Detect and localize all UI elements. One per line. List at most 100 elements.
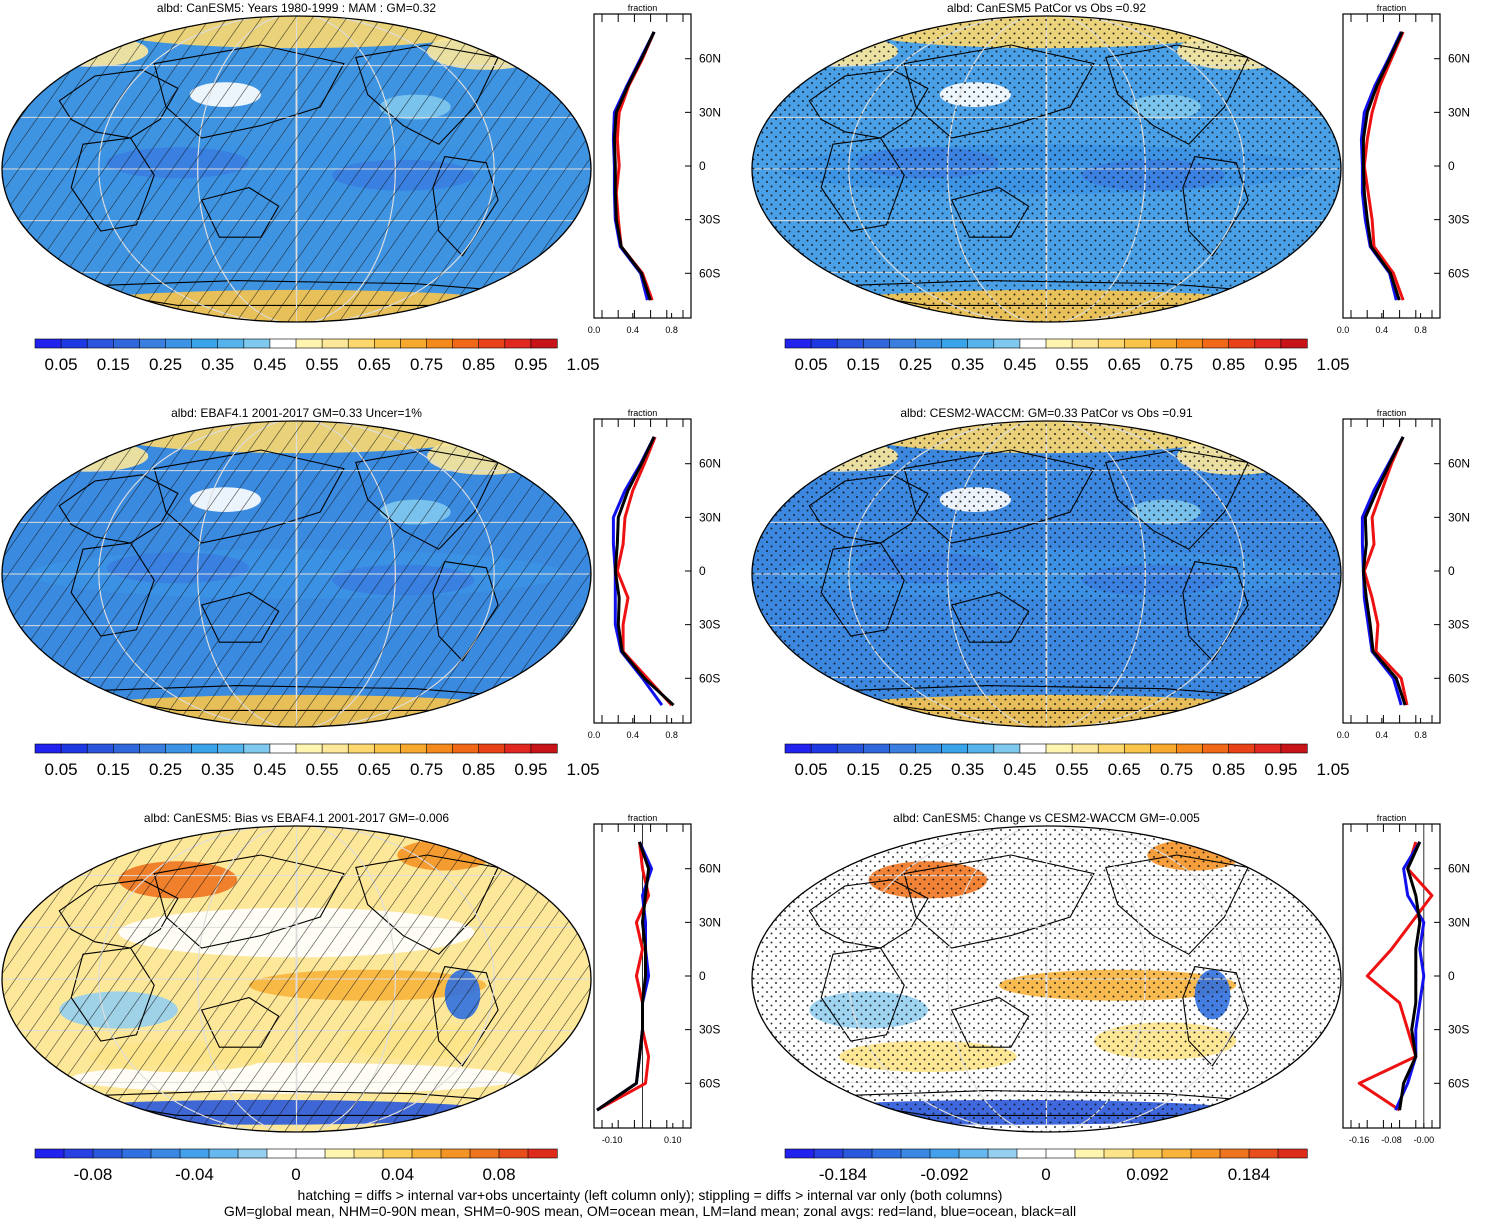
colorbar-swatch <box>237 1148 268 1159</box>
colorbar-label: 0.85 <box>1212 760 1245 779</box>
colorbar-swatch <box>60 338 88 349</box>
colorbar-label: 0.25 <box>149 355 182 374</box>
colorbar-label: 0.45 <box>253 355 286 374</box>
colorbar-swatch <box>842 1148 873 1159</box>
stippling-overlay <box>752 16 1341 322</box>
colorbar-label: 0.55 <box>1056 355 1089 374</box>
colorbar-swatch <box>871 1148 902 1159</box>
colorbar-label: 0.05 <box>45 355 78 374</box>
zonal-x-label: 0.4 <box>627 325 640 335</box>
zonal-x-label: -0.08 <box>1381 1135 1402 1145</box>
map-border <box>751 825 1342 1133</box>
colorbar-swatch <box>1190 1148 1221 1159</box>
colorbar-swatch <box>1228 338 1256 349</box>
colorbar-swatch <box>217 743 245 754</box>
colorbar-swatch <box>1202 338 1230 349</box>
zonal-lat-label: 60S <box>1448 266 1469 280</box>
colorbar-label: 0.45 <box>1003 760 1036 779</box>
colorbar-swatch <box>1103 1148 1134 1159</box>
map-field <box>2 421 591 727</box>
colorbar-swatch <box>900 1148 931 1159</box>
panel-4: albd: CESM2-WACCM: GM=0.33 PatCor vs Obs… <box>751 406 1470 779</box>
colorbar-label: 0.65 <box>1108 355 1141 374</box>
zonal-title: fraction <box>1377 3 1407 13</box>
colorbar-swatch <box>1254 338 1282 349</box>
colorbar-label: 0.35 <box>201 760 234 779</box>
colorbar-swatch <box>1280 743 1308 754</box>
panel-2: albd: CanESM5 PatCor vs Obs =0.92 0.05 0.1… <box>751 1 1470 374</box>
zonal-plot: fraction 60N 30N 0 30S 60S 0.0 0.4 0.8 <box>1337 3 1470 335</box>
colorbar-swatch <box>987 1148 1018 1159</box>
zonal-x-label: -0.16 <box>1349 1135 1370 1145</box>
colorbar-swatch <box>191 743 219 754</box>
colorbar-swatch <box>504 743 532 754</box>
zonal-lat-label: 30N <box>699 510 721 524</box>
zonal-x-label: -0.10 <box>602 1135 623 1145</box>
colorbar-swatch <box>810 338 838 349</box>
zonal-plot: fraction 60N 30N 0 30S 60S -0.10 0.10 <box>593 813 721 1145</box>
zonal-all-line <box>612 31 656 301</box>
colorbar-swatch <box>266 1148 297 1159</box>
zonal-plot: fraction 60N 30N 0 30S 60S 0.0 0.4 0.8 <box>1337 408 1470 740</box>
zonal-lat-label: 60S <box>699 266 720 280</box>
zonal-lat-label: 0 <box>1448 969 1455 983</box>
panel-title: albd: CESM2-WACCM: GM=0.33 PatCor vs Obs… <box>900 406 1193 420</box>
map-field <box>752 826 1341 1132</box>
colorbar-swatch <box>993 743 1021 754</box>
colorbar-swatch <box>321 338 349 349</box>
figure: albd: CanESM5: Years 1980-1999 : MAM : G… <box>1 1 1470 1184</box>
zonal-lat-label: 0 <box>699 159 706 173</box>
zonal-lat-label: 30S <box>699 213 720 227</box>
colorbar-swatch <box>1124 743 1152 754</box>
map-border <box>1 825 592 1133</box>
colorbar-label: 0.15 <box>97 355 130 374</box>
zonal-x-label: 0.8 <box>665 730 678 740</box>
colorbar: 0.05 0.15 0.25 0.35 0.45 0.55 0.65 0.75 0.85 0.95… <box>34 743 600 779</box>
colorbar-label: 0.65 <box>1108 760 1141 779</box>
map <box>1 420 592 728</box>
colorbar-label: -0.08 <box>74 1165 113 1184</box>
zonal-land-line <box>1357 841 1434 1112</box>
colorbar-label: 0.35 <box>951 355 984 374</box>
colorbar-label: 1.05 <box>1317 355 1350 374</box>
zonal-lat-label: 0 <box>699 564 706 578</box>
colorbar-swatch <box>889 338 917 349</box>
map-border <box>751 15 1342 323</box>
zonal-lat-label: 60N <box>1448 52 1470 66</box>
zonal-x-label: -0.00 <box>1414 1135 1435 1145</box>
colorbar-label: 0.45 <box>1003 355 1036 374</box>
colorbar-swatch <box>967 743 995 754</box>
colorbar-swatch <box>1176 743 1204 754</box>
colorbar-swatch <box>929 1148 960 1159</box>
colorbar-swatch <box>139 743 167 754</box>
zonal-title: fraction <box>628 408 658 418</box>
zonal-title: fraction <box>1377 408 1407 418</box>
colorbar-label: 0.75 <box>1160 355 1193 374</box>
colorbar-swatch <box>1132 1148 1163 1159</box>
colorbar-label: 0.04 <box>381 1165 414 1184</box>
colorbar: 0.05 0.15 0.25 0.35 0.45 0.55 0.65 0.75 0.85 0.95… <box>784 743 1350 779</box>
colorbar-swatch <box>1248 1148 1279 1159</box>
map-field <box>752 421 1341 727</box>
colorbar-swatch <box>353 1148 384 1159</box>
colorbar-swatch <box>836 743 864 754</box>
colorbar-label: 0.15 <box>847 760 880 779</box>
stippling-overlay <box>752 421 1341 727</box>
colorbar-swatch <box>1071 743 1099 754</box>
colorbar-label: 0.092 <box>1126 1165 1169 1184</box>
colorbar-swatch <box>426 338 454 349</box>
zonal-lat-label: 0 <box>1448 564 1455 578</box>
colorbar-swatch <box>836 338 864 349</box>
zonal-x-label: 0.0 <box>1337 325 1350 335</box>
stippling-overlay <box>752 826 1341 1132</box>
zonal-lat-label: 30S <box>699 618 720 632</box>
colorbar-swatch <box>113 743 141 754</box>
zonal-land-line <box>615 436 673 707</box>
colorbar-label: 0.55 <box>306 760 339 779</box>
panel-5: albd: CanESM5: Bias vs EBAF4.1 2001-2017… <box>1 811 721 1184</box>
colorbar-swatch <box>1045 338 1073 349</box>
zonal-land-line <box>596 841 651 1112</box>
colorbar-swatch <box>34 743 62 754</box>
colorbar-swatch <box>400 743 428 754</box>
colorbar-swatch <box>243 743 271 754</box>
